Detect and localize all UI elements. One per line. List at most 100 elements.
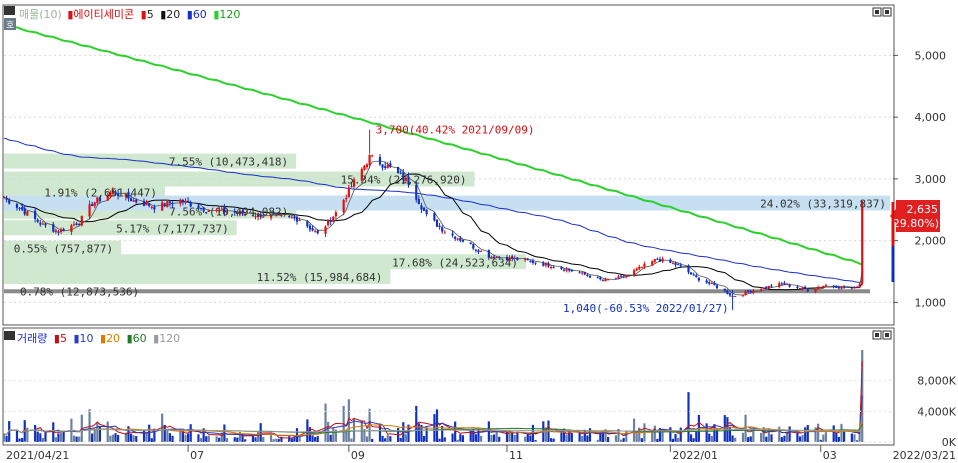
candle-body bbox=[275, 213, 278, 216]
candle-body bbox=[632, 270, 636, 275]
candle-body bbox=[822, 286, 825, 288]
volume-bar bbox=[560, 430, 563, 442]
candle-body bbox=[402, 172, 405, 181]
volume-bar bbox=[472, 429, 475, 442]
candle-body bbox=[495, 257, 498, 259]
volume-bar bbox=[311, 435, 314, 442]
volume-bar bbox=[842, 431, 846, 442]
maximize-icon[interactable] bbox=[872, 7, 882, 17]
close-icon-inner bbox=[885, 10, 889, 14]
volume-bar bbox=[21, 437, 24, 442]
volume-bar bbox=[778, 426, 781, 442]
candle-body bbox=[98, 197, 102, 202]
close-icon[interactable] bbox=[882, 7, 892, 17]
volume-toggle-icon[interactable] bbox=[4, 331, 15, 340]
price-tick-label: 4,000 bbox=[915, 111, 947, 124]
candle-body bbox=[583, 271, 586, 275]
volume-bar bbox=[26, 427, 29, 442]
volume-bar bbox=[837, 436, 840, 442]
volume-bar bbox=[363, 429, 366, 442]
volume-bar bbox=[251, 435, 255, 442]
candle-body bbox=[625, 275, 628, 277]
volume-bar bbox=[840, 423, 843, 442]
vma20-label: 20 bbox=[106, 332, 120, 345]
price-tick-label: 2,000 bbox=[915, 235, 947, 248]
volume-ma120-line bbox=[3, 427, 863, 436]
volume-profile-label: 15.34% (21,276,920) bbox=[341, 174, 467, 187]
candle-body bbox=[524, 258, 527, 260]
volume-bar bbox=[275, 438, 278, 442]
candle-body bbox=[492, 256, 496, 259]
candle-body bbox=[853, 287, 856, 289]
volume-close-icon[interactable] bbox=[882, 330, 892, 340]
ma60-line bbox=[3, 137, 863, 283]
volume-bar bbox=[238, 431, 242, 442]
current-price-change: ( 29.80%) bbox=[885, 217, 939, 230]
candle-body bbox=[386, 164, 389, 168]
candle-body bbox=[368, 154, 371, 166]
price-tick-label: 3,000 bbox=[915, 173, 947, 186]
candle-body bbox=[513, 257, 516, 259]
vma10-label: 10 bbox=[80, 332, 94, 345]
candle-body bbox=[842, 286, 846, 288]
volume-maximize-icon[interactable] bbox=[872, 330, 882, 340]
candle-body bbox=[407, 176, 410, 185]
volume-bar bbox=[345, 429, 348, 442]
panel-toggle-icon[interactable] bbox=[4, 6, 15, 15]
ma60-label: 60 bbox=[193, 8, 207, 21]
candle-body bbox=[241, 210, 244, 214]
candle-body bbox=[824, 285, 828, 287]
volume-bar bbox=[568, 432, 571, 442]
candle-body bbox=[280, 214, 283, 216]
candle-body bbox=[88, 204, 91, 217]
candle-body bbox=[477, 250, 480, 253]
candle-body bbox=[80, 215, 83, 226]
volume-bar bbox=[581, 435, 584, 442]
volume-bar bbox=[57, 433, 60, 442]
candle-body bbox=[765, 286, 768, 289]
volume-bar bbox=[280, 436, 283, 442]
volume-profile-label: 24.02% (33,319,837) bbox=[760, 198, 886, 211]
legend-marker-vma20: ▮ bbox=[100, 332, 106, 345]
candle-body bbox=[433, 212, 436, 221]
volume-bar bbox=[653, 425, 656, 442]
candle-body bbox=[837, 287, 840, 289]
candle-body bbox=[835, 285, 838, 288]
candle-body bbox=[269, 214, 273, 218]
candle-body bbox=[713, 283, 716, 286]
volume-profile-label: 7.56% (10,494,082) bbox=[169, 206, 288, 219]
volume-bar bbox=[617, 428, 620, 442]
volume-bar bbox=[469, 430, 472, 442]
volume-bar bbox=[570, 433, 573, 442]
candle-body bbox=[295, 216, 299, 222]
current-price-box: 2,635 ( 29.80%) bbox=[885, 200, 940, 232]
candle-body bbox=[153, 206, 156, 210]
candle-body bbox=[262, 216, 265, 218]
volume-bar bbox=[708, 433, 711, 442]
candle-body bbox=[526, 258, 529, 261]
candle-body bbox=[352, 179, 356, 187]
volume-bar bbox=[365, 436, 369, 442]
volume-bar bbox=[41, 437, 44, 442]
volume-bar bbox=[752, 429, 755, 442]
volume-bar bbox=[760, 432, 763, 442]
volume-bar bbox=[236, 437, 239, 442]
volume-profile-band bbox=[4, 153, 297, 169]
candle-body bbox=[798, 288, 802, 290]
low-annotation-text: 1,040(-60.53% 2022/01/27) bbox=[563, 302, 729, 315]
candle-body bbox=[832, 285, 835, 287]
volume-bar bbox=[690, 434, 693, 442]
candle-body bbox=[197, 205, 200, 209]
candle-body bbox=[57, 231, 60, 233]
ma120-label: 120 bbox=[219, 8, 240, 21]
candle-body bbox=[18, 207, 21, 209]
candle-body bbox=[651, 261, 654, 265]
volume-bar bbox=[181, 431, 184, 442]
legend-marker-vma120: ▮ bbox=[153, 332, 159, 345]
candle-body bbox=[861, 201, 864, 284]
candle-body bbox=[70, 225, 73, 232]
volume-bar bbox=[18, 438, 21, 442]
candle-body bbox=[723, 288, 726, 292]
candle-body bbox=[124, 193, 127, 197]
